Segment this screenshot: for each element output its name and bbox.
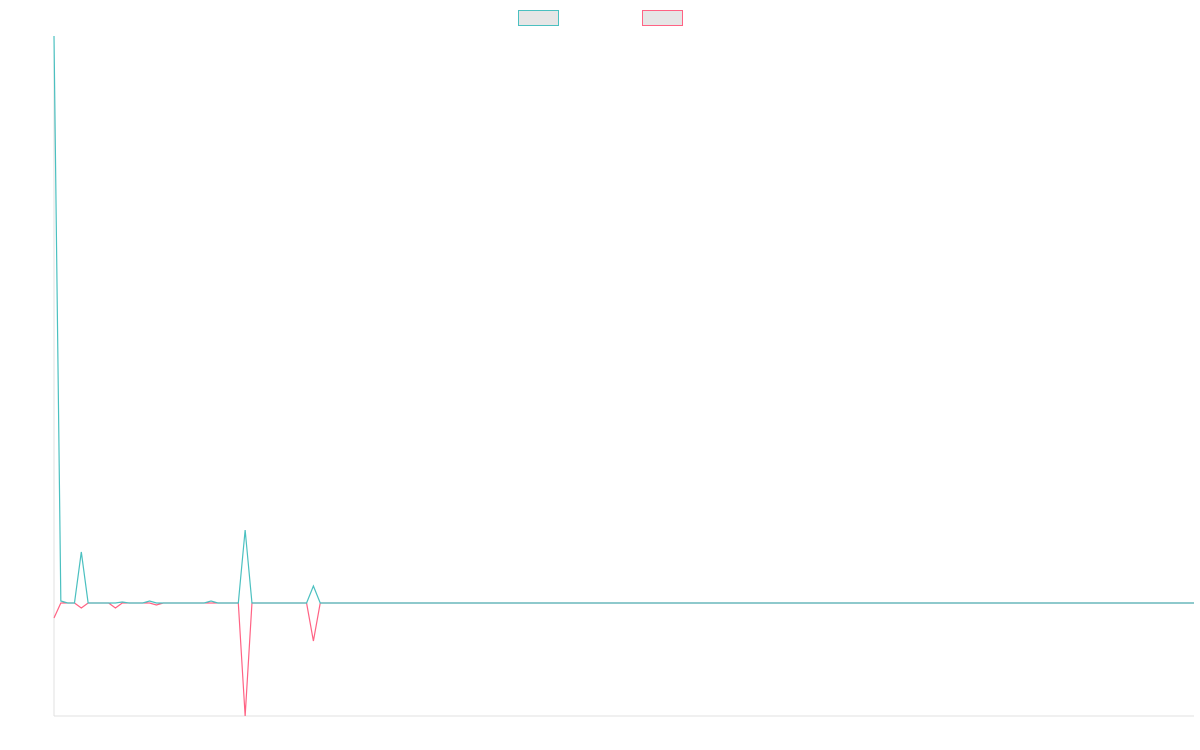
series-line	[53, 602, 1194, 717]
legend-swatch	[518, 10, 559, 26]
series-line	[53, 35, 1194, 604]
legend-swatch	[642, 10, 683, 26]
